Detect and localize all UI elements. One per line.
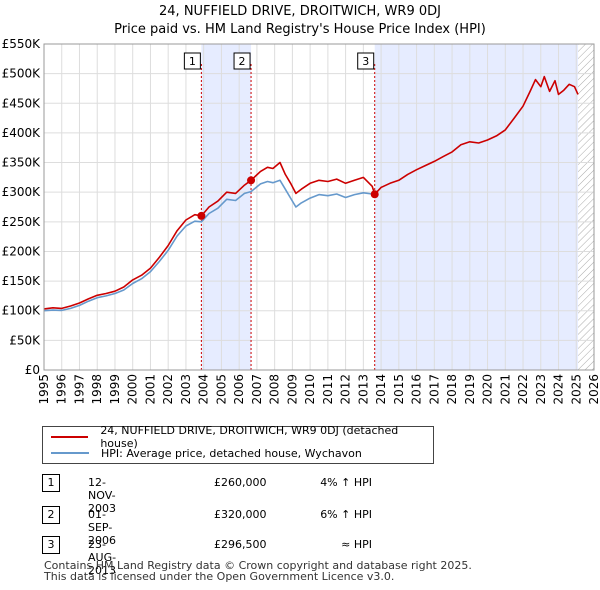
x-tick-label: 1995 [37,374,51,405]
legend-label-hpi: HPI: Average price, detached house, Wych… [101,446,362,460]
sale-label-box [233,52,251,70]
transaction-date: 01-SEP-2006 [88,508,116,547]
x-tick-label: 2015 [392,374,406,405]
y-tick-label: £550K [2,37,42,51]
x-tick-label: 1998 [90,374,104,405]
sale-label: 3 [362,55,369,68]
footer: Contains HM Land Registry data © Crown c… [44,560,472,582]
x-tick-label: 2025 [569,374,583,405]
x-tick-label: 2009 [285,374,299,405]
x-tick-label: 2014 [374,374,388,405]
transaction-date: 12-NOV-2003 [88,476,116,515]
x-tick-label: 2022 [516,374,530,405]
x-tick-label: 2005 [214,374,228,405]
y-tick-label: £0 [25,363,40,377]
legend-label-property: 24, NUFFIELD DRIVE, DROITWICH, WR9 0DJ (… [100,424,399,450]
legend-item-property: 24, NUFFIELD DRIVE, DROITWICH, WR9 0DJ (… [51,424,433,450]
x-tick-label: 2006 [232,374,246,405]
y-tick-label: £50K [9,333,41,347]
sale-label: 1 [189,55,196,68]
transaction-hpi: 4% ↑ HPI [320,476,372,489]
x-tick-label: 2003 [179,374,193,405]
sale-point [197,211,206,220]
transaction-number: 3 [42,536,60,554]
x-tick-label: 1996 [55,374,69,405]
sale-label-box [357,52,375,70]
x-tick-label: 2023 [534,374,548,405]
footer-licence: This data is licensed under the Open Gov… [44,570,395,583]
x-tick-label: 2012 [339,374,353,405]
transaction-price: £260,000 [214,476,267,489]
chart-subtitle: Price paid vs. HM Land Registry's House … [114,22,486,37]
x-tick-label: 2001 [143,374,157,405]
x-tick-label: 2019 [463,374,477,405]
y-tick-label: £450K [2,96,42,110]
transaction-date: 23-AUG-2013 [88,538,117,577]
legend-swatch-hpi [51,452,89,454]
sale-point [247,176,256,185]
footer-copyright: Contains HM Land Registry data © Crown c… [44,559,472,572]
transaction-number: 2 [42,506,60,524]
x-tick-label: 2026 [587,374,600,405]
x-tick-label: 2013 [356,374,370,405]
transaction-hpi: 6% ↑ HPI [320,508,372,521]
y-tick-label: £300K [2,185,42,199]
y-tick-label: £250K [2,215,42,229]
x-tick-label: 2000 [126,374,140,405]
x-tick-label: 2020 [481,374,495,405]
transaction-number: 1 [42,474,60,492]
forecast-hatch [578,44,594,370]
x-tick-label: 2016 [410,374,424,405]
transaction-price: £296,500 [214,538,267,551]
y-tick-label: £100K [2,304,42,318]
x-tick-label: 2007 [250,374,264,405]
shaded-region [374,44,579,370]
y-tick-label: £150K [2,274,42,288]
sale-label: 2 [239,55,246,68]
x-tick-label: 2018 [445,374,459,405]
y-tick-label: £400K [2,126,42,140]
transaction-price: £320,000 [214,508,267,521]
transaction-hpi: ≈ HPI [341,538,372,551]
price-chart: 1 2 3 £0 £50K £100K £150K £200K £250K £300K £350K £… [2,37,600,405]
chart-title: 24, NUFFIELD DRIVE, DROITWICH, WR9 0DJ [159,4,441,19]
x-tick-label: 2004 [197,374,211,405]
y-tick-label: £500K [2,67,42,81]
x-tick-label: 2021 [498,374,512,405]
x-tick-label: 2008 [268,374,282,405]
legend-item-hpi: HPI: Average price, detached house, Wych… [51,445,362,461]
legend-swatch-property [51,436,89,438]
series-line-property [43,75,579,310]
x-tick-label: 2002 [161,374,175,405]
x-tick-label: 2024 [552,374,566,405]
legend: 24, NUFFIELD DRIVE, DROITWICH, WR9 0DJ (… [42,424,434,464]
y-tick-label: £350K [2,156,42,170]
sale-point [370,190,379,199]
x-tick-label: 1997 [72,374,86,405]
series-line-hpi [43,179,375,312]
x-tick-label: 2011 [321,374,335,405]
plot-frame [43,43,595,371]
y-tick-label: £200K [2,244,42,258]
x-tick-label: 2010 [303,374,317,405]
x-tick-label: 2017 [427,374,441,405]
sale-label-box [183,52,201,70]
x-tick-label: 1999 [108,374,122,405]
